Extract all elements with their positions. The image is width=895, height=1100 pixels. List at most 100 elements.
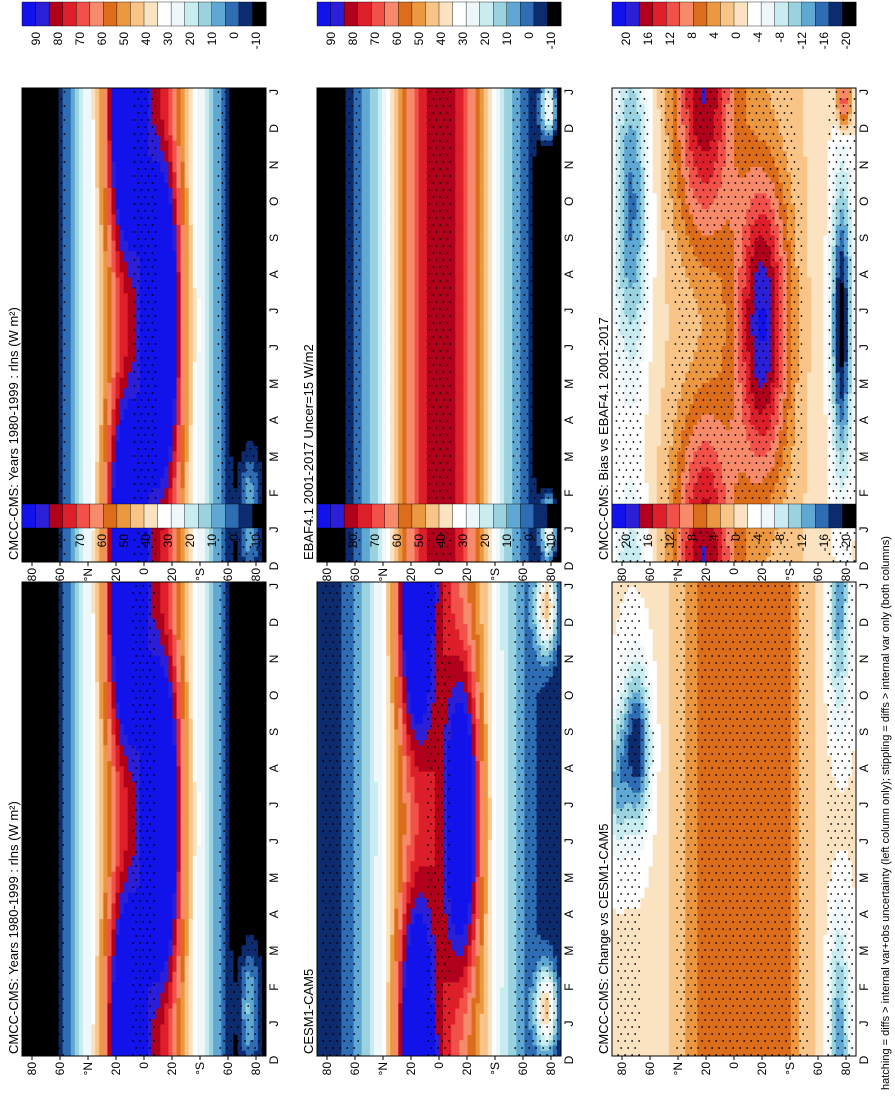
heatmap-cell	[124, 214, 128, 220]
heatmap-cell	[156, 146, 160, 152]
heatmap-cell	[156, 135, 160, 141]
heatmap-cell	[238, 167, 242, 173]
heatmap-cell	[42, 135, 46, 141]
heatmap-cell	[103, 220, 107, 226]
heatmap-cell	[111, 99, 115, 105]
heatmap-cell	[164, 199, 168, 205]
heatmap-cell	[229, 199, 233, 205]
heatmap-cell	[95, 104, 99, 110]
heatmap-cell	[38, 151, 42, 157]
heatmap-cell	[128, 230, 132, 236]
heatmap-cell	[95, 193, 99, 199]
heatmap-cell	[140, 151, 144, 157]
heatmap-cell	[116, 93, 120, 99]
heatmap-cell	[172, 167, 176, 173]
heatmap-cell	[22, 230, 26, 236]
heatmap-cell	[95, 251, 99, 257]
heatmap-cell	[258, 99, 262, 105]
heatmap-cell	[242, 88, 246, 94]
heatmap-cell	[217, 146, 221, 152]
heatmap-cell	[189, 241, 193, 247]
heatmap-cell	[197, 88, 201, 94]
heatmap-cell	[246, 130, 250, 136]
heatmap-cell	[103, 183, 107, 189]
heatmap-cell	[79, 235, 83, 241]
heatmap-cell	[87, 293, 91, 299]
heatmap-cell	[55, 93, 59, 99]
heatmap-cell	[193, 146, 197, 152]
heatmap-cell	[197, 114, 201, 120]
heatmap-cell	[197, 283, 201, 289]
heatmap-cell	[99, 283, 103, 289]
heatmap-cell	[120, 146, 124, 152]
heatmap-cell	[83, 193, 87, 199]
heatmap-cell	[120, 220, 124, 226]
heatmap-cell	[201, 114, 205, 120]
heatmap-cell	[120, 257, 124, 263]
heatmap-cell	[124, 257, 128, 263]
heatmap-cell	[217, 293, 221, 299]
heatmap-cell	[209, 172, 213, 178]
heatmap-cell	[254, 209, 258, 215]
heatmap-cell	[209, 130, 213, 136]
heatmap-cell	[168, 146, 172, 152]
heatmap-cell	[193, 293, 197, 299]
heatmap-cell	[168, 251, 172, 257]
heatmap-cell	[254, 214, 258, 220]
heatmap-cell	[75, 99, 79, 105]
heatmap-cell	[38, 156, 42, 162]
heatmap-cell	[83, 225, 87, 231]
heatmap-cell	[197, 278, 201, 284]
heatmap-cell	[42, 209, 46, 215]
heatmap-cell	[140, 167, 144, 173]
heatmap-cell	[172, 199, 176, 205]
heatmap-cell	[221, 251, 225, 257]
heatmap-cell	[111, 235, 115, 241]
heatmap-cell	[168, 109, 172, 115]
heatmap-cell	[50, 151, 54, 157]
heatmap-cell	[144, 214, 148, 220]
heatmap-cell	[144, 130, 148, 136]
heatmap-cell	[67, 214, 71, 220]
heatmap-cell	[75, 167, 79, 173]
heatmap-cell	[116, 88, 120, 94]
heatmap-cell	[83, 162, 87, 168]
heatmap-cell	[177, 125, 181, 131]
heatmap-cell	[55, 167, 59, 173]
heatmap-cell	[185, 93, 189, 99]
heatmap-cell	[160, 257, 164, 263]
heatmap-cell	[42, 262, 46, 268]
heatmap-cell	[229, 183, 233, 189]
heatmap-cell	[258, 125, 262, 131]
heatmap-cell	[152, 93, 156, 99]
heatmap-cell	[144, 109, 148, 115]
heatmap-cell	[38, 257, 42, 263]
heatmap-cell	[160, 278, 164, 284]
heatmap-cell	[197, 214, 201, 220]
heatmap-cell	[168, 151, 172, 157]
heatmap-cell	[120, 262, 124, 268]
heatmap-cell	[201, 235, 205, 241]
heatmap-cell	[205, 272, 209, 278]
heatmap-cell	[177, 151, 181, 157]
heatmap-cell	[189, 214, 193, 220]
heatmap-cell	[46, 109, 50, 115]
heatmap-cell	[22, 172, 26, 178]
heatmap-cell	[185, 262, 189, 268]
heatmap-cell	[34, 188, 38, 194]
heatmap-cell	[103, 193, 107, 199]
heatmap-cell	[38, 88, 42, 94]
heatmap-cell	[120, 193, 124, 199]
heatmap-cell	[120, 120, 124, 126]
heatmap-cell	[136, 251, 140, 257]
heatmap-cell	[116, 225, 120, 231]
heatmap-cell	[172, 193, 176, 199]
heatmap-cell	[168, 141, 172, 147]
heatmap-cell	[197, 241, 201, 247]
heatmap-cell	[185, 183, 189, 189]
heatmap-cell	[22, 183, 26, 189]
heatmap-cell	[185, 214, 189, 220]
heatmap-cell	[120, 104, 124, 110]
heatmap-cell	[50, 146, 54, 152]
heatmap-cell	[55, 88, 59, 94]
